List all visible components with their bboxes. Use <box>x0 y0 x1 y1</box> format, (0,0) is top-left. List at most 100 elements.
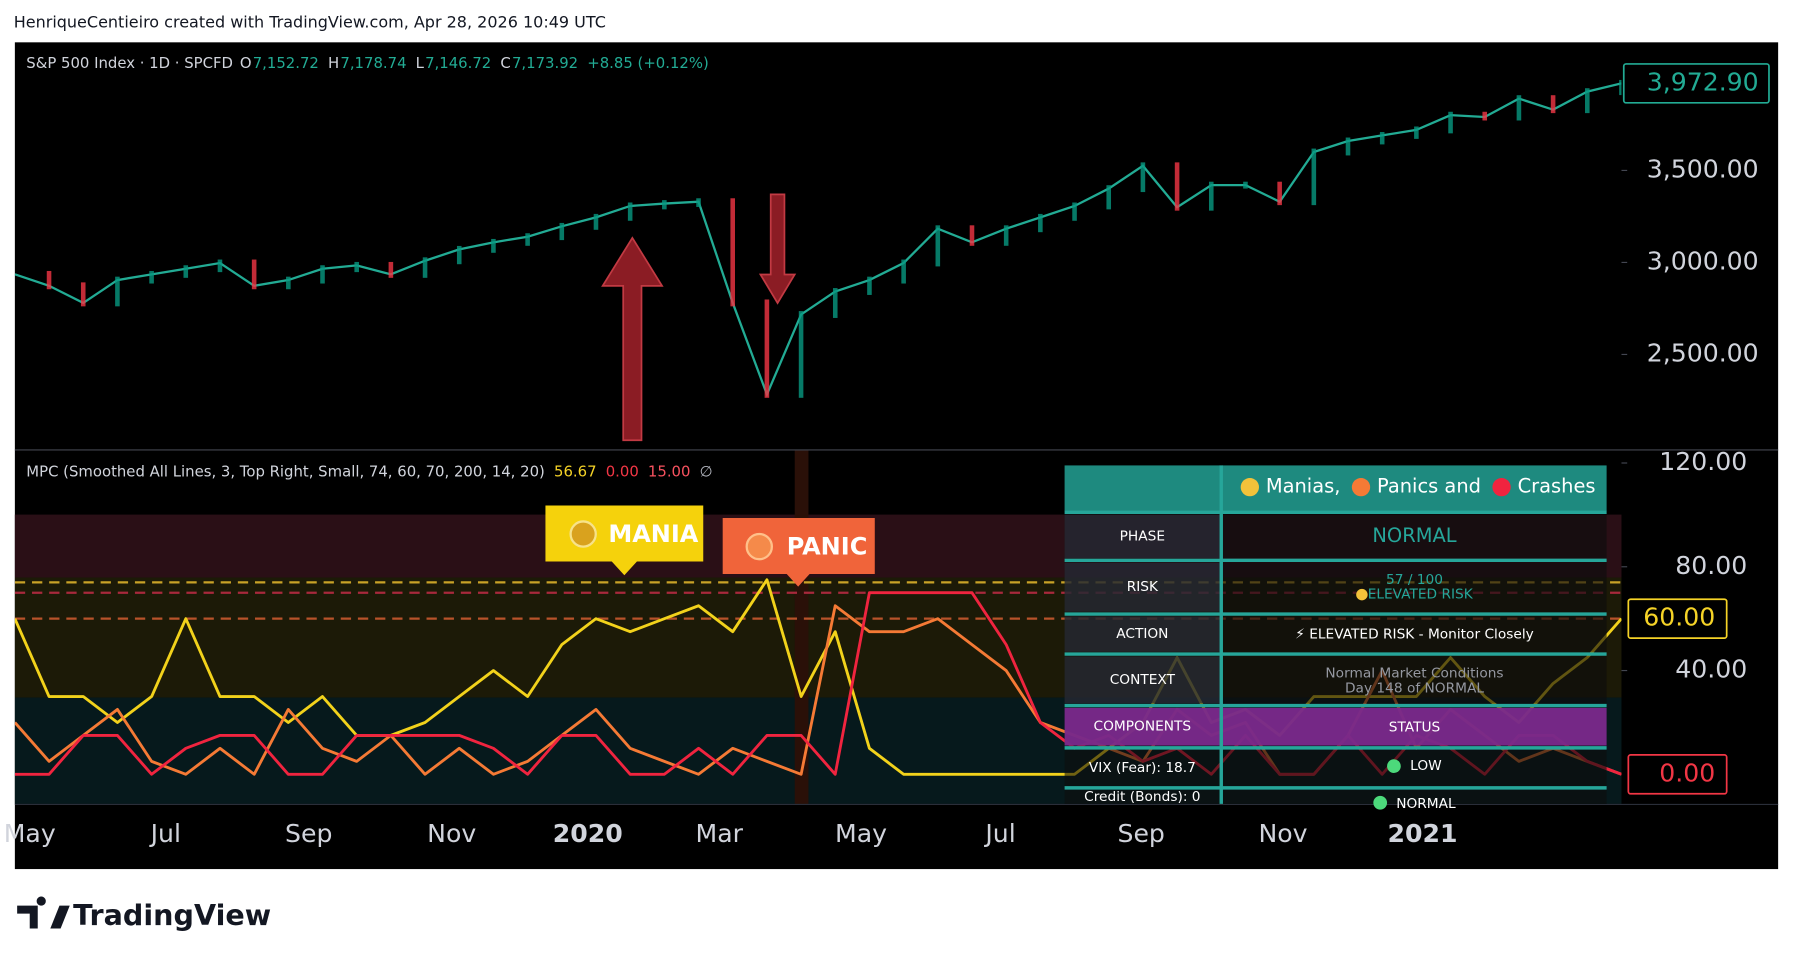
candle <box>662 200 667 210</box>
candle <box>491 238 496 253</box>
row-label: Credit (Bonds): 0 <box>1084 789 1200 805</box>
price-plot <box>14 79 1622 398</box>
logo-mark <box>17 896 46 929</box>
row-label: RISK <box>1127 579 1159 595</box>
time-label: May <box>835 819 887 848</box>
header-dot <box>1492 477 1511 497</box>
candle <box>1038 213 1043 233</box>
price-tick-label: 3,000.00 <box>1647 246 1759 275</box>
candle <box>286 276 291 290</box>
candle <box>593 213 599 230</box>
time-label: Jul <box>149 819 181 848</box>
candle <box>354 261 359 273</box>
candle <box>456 245 462 265</box>
candle <box>320 265 325 284</box>
candle <box>1106 185 1112 210</box>
candle <box>46 270 52 290</box>
row-cell <box>1064 562 1221 612</box>
ohlc-value: 7,173.92 <box>512 54 578 72</box>
candle <box>1414 126 1419 139</box>
status-dot <box>1387 759 1401 774</box>
candle <box>1072 202 1077 221</box>
candle <box>1140 162 1146 193</box>
band-mania <box>14 577 1622 698</box>
header-word: Manias, <box>1266 475 1341 498</box>
symbol: S&P 500 Index · 1D · SPCFD <box>26 54 233 72</box>
candle <box>696 198 701 207</box>
candle <box>798 311 804 398</box>
candle <box>627 202 633 221</box>
price-tick-label: 2,500.00 <box>1647 338 1759 367</box>
candle <box>969 225 975 246</box>
header-dot <box>1240 477 1259 497</box>
logo-mark-slash <box>50 905 70 929</box>
axes: 3,500.00 3,000.00 2,500.00 3,972.90 120.00 80… <box>4 63 1770 848</box>
risk-dot <box>1356 588 1368 601</box>
down-arrow <box>758 193 797 305</box>
candle <box>1243 181 1248 189</box>
candle <box>422 257 428 278</box>
time-label: May <box>4 819 56 848</box>
time-label: Mar <box>696 819 744 848</box>
candle <box>1311 148 1317 206</box>
ohlc-key: O <box>240 54 252 72</box>
header-cell <box>1064 465 1221 512</box>
ohlc-key: L <box>416 54 425 72</box>
ind-tick-label: 120.00 <box>1659 447 1747 476</box>
last-price-label: 3,972.90 <box>1647 67 1759 96</box>
row-label: VIX (Fear): 18.7 <box>1089 760 1196 776</box>
header-dot <box>1351 477 1371 497</box>
candle <box>1585 88 1590 114</box>
row-cell <box>1064 707 1221 746</box>
row-cell <box>1222 616 1607 652</box>
row-cell <box>1064 616 1221 652</box>
indicator-name: MPC (Smoothed All Lines, 3, Top Right, S… <box>26 462 545 480</box>
price-line <box>14 82 1622 398</box>
change: +8.85 (+0.12%) <box>587 54 709 72</box>
legend-value: 0.00 <box>606 462 639 480</box>
time-label: 2021 <box>1388 819 1458 848</box>
row-cell <box>1222 790 1607 804</box>
time-label: Sep <box>285 819 332 848</box>
legend-value: 56.67 <box>554 462 597 480</box>
ohlc-key: H <box>328 54 339 72</box>
candle <box>251 259 257 290</box>
ind-tick-label: 40.00 <box>1675 655 1747 684</box>
row-label: CONTEXT <box>1110 672 1176 688</box>
candle <box>1003 225 1009 246</box>
row-cell <box>1064 656 1221 704</box>
phase-value: NORMAL <box>1372 524 1456 547</box>
value-badge <box>1627 754 1728 795</box>
row-label: ACTION <box>1116 626 1168 642</box>
candle <box>764 299 770 398</box>
ohlc-value: 7,178.74 <box>340 54 406 72</box>
candle <box>935 225 941 267</box>
candle <box>183 265 189 278</box>
candle <box>1448 111 1453 134</box>
candle <box>1516 95 1522 121</box>
ind-tick-label: 80.00 <box>1675 551 1747 580</box>
candle <box>80 282 86 307</box>
context-line: Normal Market Conditions <box>1325 666 1503 682</box>
mania-icon <box>569 520 597 548</box>
legend-value: 15.00 <box>648 462 691 480</box>
candle <box>388 261 394 278</box>
value-badge <box>1627 598 1728 639</box>
candle <box>1379 132 1385 145</box>
risk-score: 57 / 100 <box>1386 572 1443 588</box>
candle <box>1550 95 1556 114</box>
candle <box>149 270 154 284</box>
candle <box>1174 162 1180 211</box>
panic-label: PANIC <box>787 533 868 561</box>
panic-icon <box>745 532 774 561</box>
candle <box>832 288 838 318</box>
time-label: Nov <box>1258 819 1307 848</box>
mania-label: MANIA <box>608 520 698 548</box>
row-cell <box>1222 750 1607 786</box>
row-cell <box>1064 750 1221 786</box>
action-value: ⚡ ELEVATED RISK - Monitor Closely <box>1295 627 1534 643</box>
ohlc-value: 7,152.72 <box>253 54 319 72</box>
attribution: HenriqueCentieiro created with TradingVi… <box>14 12 606 31</box>
brand: TradingView <box>73 898 271 932</box>
